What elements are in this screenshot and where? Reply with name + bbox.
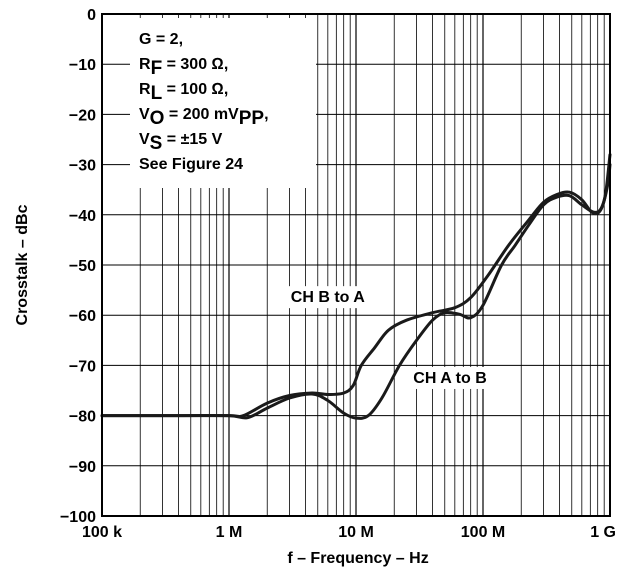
condition-line: G = 2, bbox=[139, 31, 183, 48]
y-tick-label: −10 bbox=[69, 57, 96, 74]
y-axis-label: Crosstalk – dBc bbox=[14, 204, 31, 325]
series-label: CH B to A bbox=[291, 289, 366, 306]
y-tick-label: −100 bbox=[60, 509, 96, 526]
conditions-box: G = 2, RF = 300 Ω,RL = 100 Ω,VO = 200 mVP… bbox=[130, 18, 316, 188]
condition-line: VO = 200 mVPP, bbox=[139, 106, 269, 129]
series-labels: CH B to A CH A to B bbox=[277, 286, 501, 389]
series-label: CH A to B bbox=[413, 370, 486, 387]
y-tick-label: −30 bbox=[69, 158, 96, 175]
y-tick-label: −70 bbox=[69, 358, 96, 375]
condition-line: RL = 100 Ω, bbox=[139, 81, 228, 104]
x-tick-label: 1 G bbox=[590, 524, 616, 541]
y-tick-labels: 0 −10 −20 −30 −40 −50 −60 −70 −80 −90 −100 bbox=[60, 7, 96, 526]
y-tick-label: −50 bbox=[69, 258, 96, 275]
x-tick-label: 1 M bbox=[216, 524, 243, 541]
condition-line: See Figure 24 bbox=[139, 156, 243, 173]
x-axis-label: f – Frequency – Hz bbox=[287, 550, 428, 567]
conditions-box-background bbox=[130, 18, 316, 188]
condition-line: RF = 300 Ω, bbox=[139, 56, 228, 79]
y-tick-label: −20 bbox=[69, 107, 96, 124]
condition-line: VS = ±15 V bbox=[139, 131, 223, 154]
y-tick-label: −60 bbox=[69, 308, 96, 325]
series-lines bbox=[100, 153, 612, 420]
y-tick-label: −80 bbox=[69, 409, 96, 426]
x-tick-label: 100 k bbox=[82, 524, 122, 541]
series-label-background bbox=[277, 286, 378, 309]
y-tick-label: 0 bbox=[87, 7, 96, 24]
series-line-ch-b-to-a bbox=[100, 153, 612, 419]
plot-frame bbox=[101, 13, 611, 517]
x-tick-label: 10 M bbox=[338, 524, 374, 541]
series-label-background bbox=[400, 366, 501, 389]
x-tick-labels: 100 k 1 M 10 M 100 M 1 G bbox=[82, 524, 616, 541]
y-tick-label: −40 bbox=[69, 208, 96, 225]
y-tick-label: −90 bbox=[69, 459, 96, 476]
series-line-ch-a-to-b bbox=[100, 163, 612, 420]
x-tick-label: 100 M bbox=[461, 524, 505, 541]
